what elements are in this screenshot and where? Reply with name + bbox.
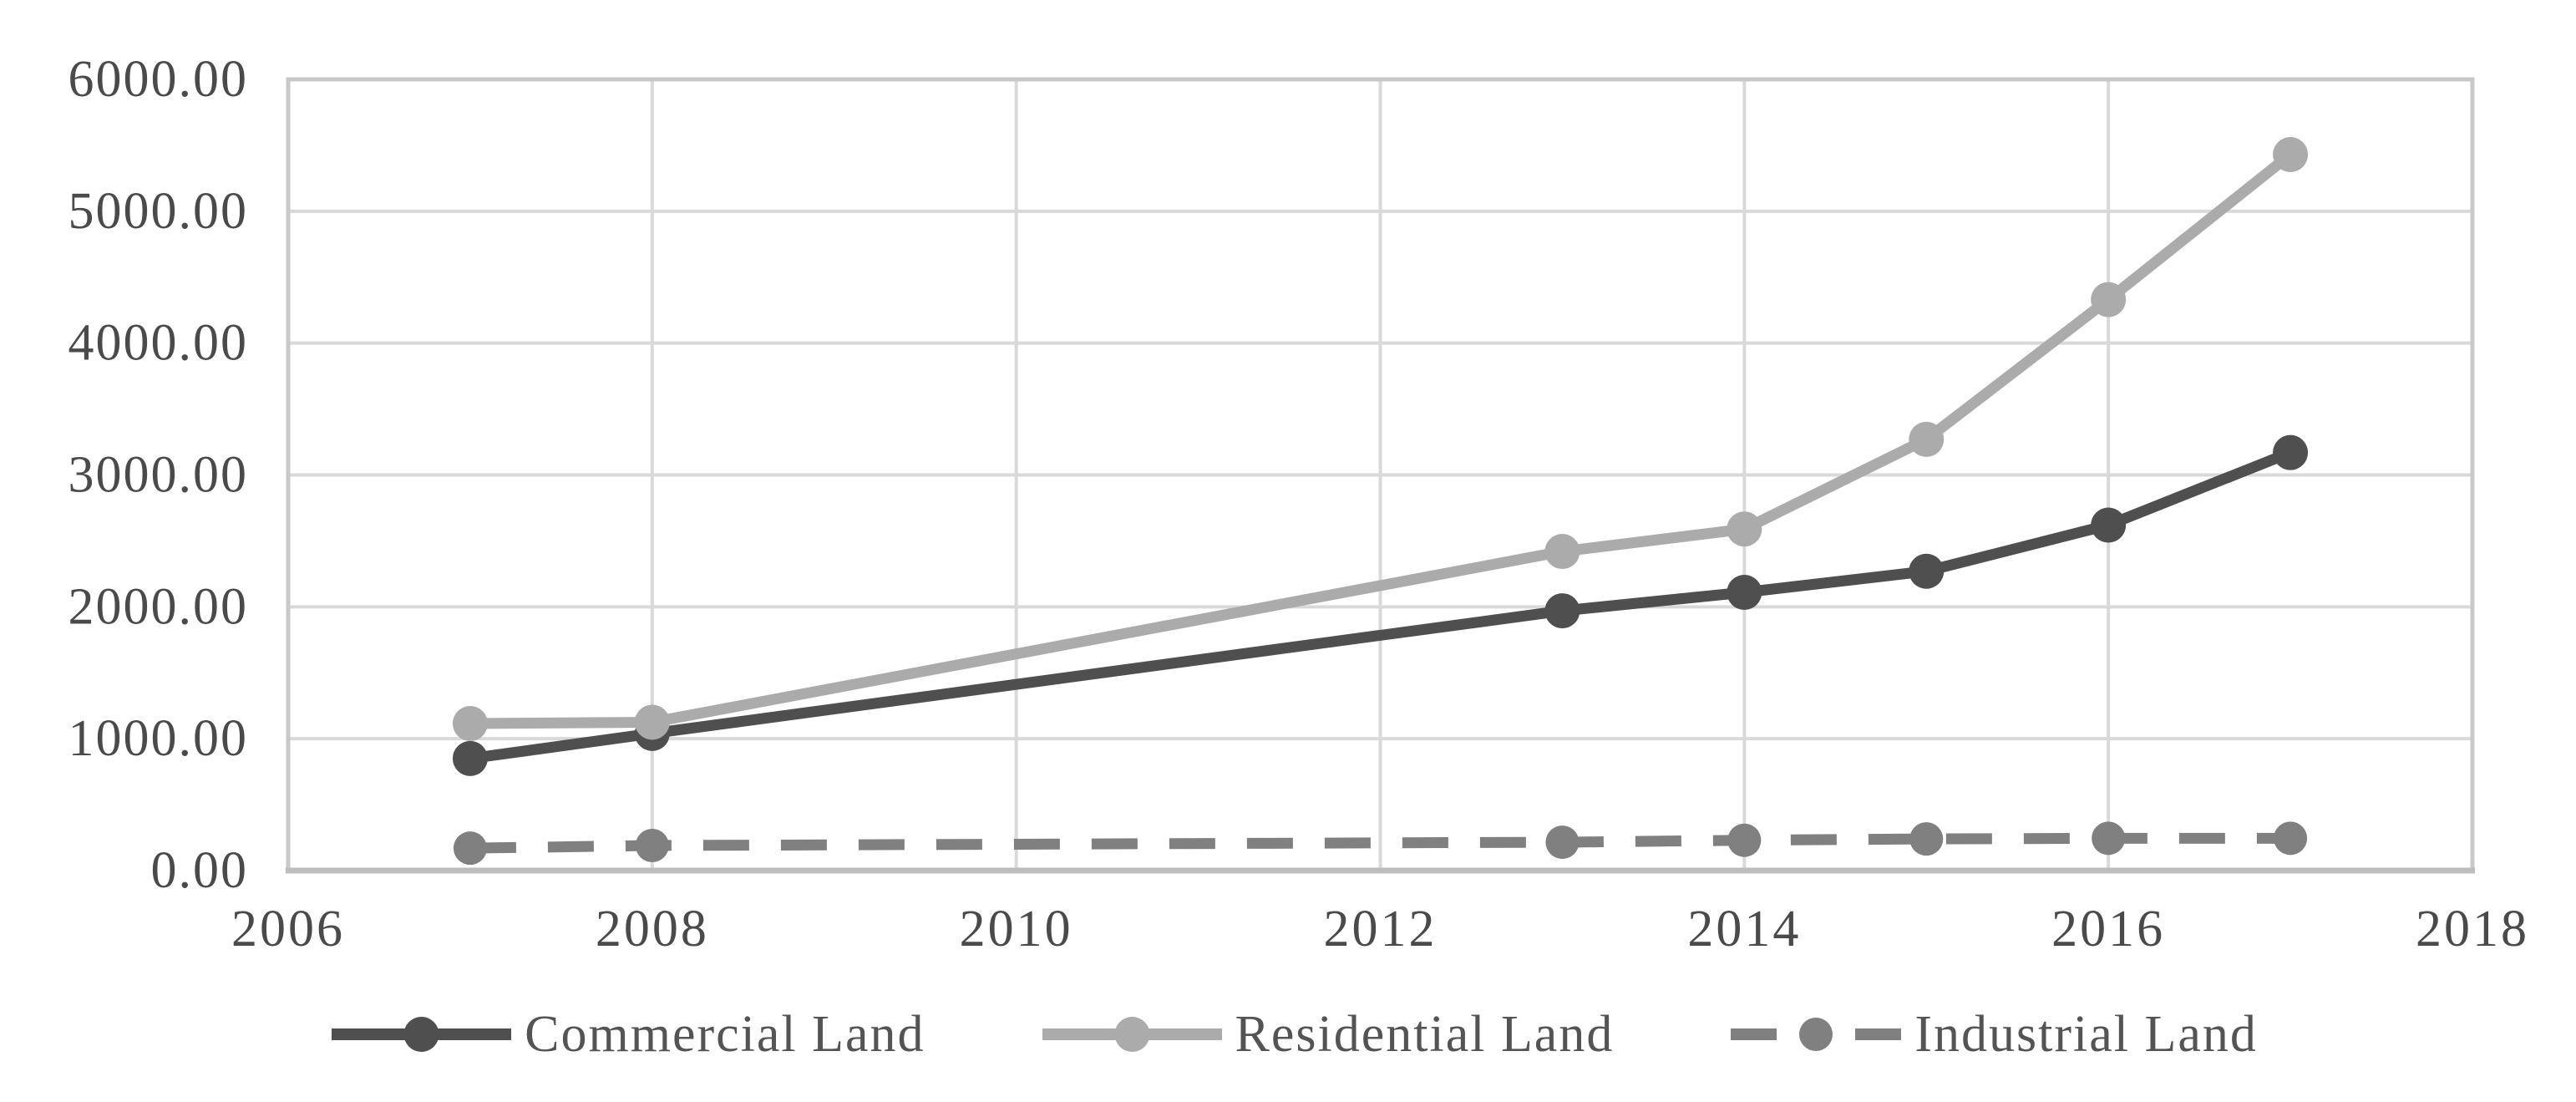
- legend-marker-commercial-land: [332, 1017, 512, 1052]
- data-point-marker-commercial-land: [2091, 507, 2127, 543]
- legend-label-industrial-land: Industrial Land: [1914, 1005, 2258, 1063]
- data-point-marker-residential-land: [2091, 282, 2127, 317]
- data-point-marker-residential-land: [2273, 136, 2309, 172]
- data-point-marker-residential-land: [1544, 534, 1580, 570]
- data-point-marker-commercial-land: [1727, 574, 1762, 610]
- legend-item-industrial-land: Industrial Land: [1731, 1005, 2258, 1064]
- data-point-marker-residential-land: [1909, 421, 1945, 457]
- legend-label-residential-land: Residential Land: [1235, 1005, 1615, 1063]
- chart-legend: Commercial Land Residential Land Industria…: [84, 1001, 2506, 1068]
- data-point-marker-industrial-land: [635, 829, 669, 863]
- y-axis-tick-label: 4000.00: [68, 315, 249, 372]
- data-point-marker-industrial-land: [1545, 825, 1580, 860]
- y-axis-tick-label: 6000.00: [68, 51, 249, 108]
- legend-marker-residential-land: [1042, 1017, 1222, 1052]
- data-point-marker-industrial-land: [1727, 823, 1762, 857]
- legend-marker-industrial-land: [1731, 1018, 1902, 1051]
- y-axis-tick-label: 2000.00: [68, 578, 249, 635]
- data-point-marker-residential-land: [634, 704, 670, 740]
- legend-label-commercial-land: Commercial Land: [525, 1005, 925, 1063]
- x-axis-tick-label: 2012: [1324, 901, 1438, 957]
- data-point-marker-industrial-land: [1909, 822, 1944, 856]
- data-point-marker-industrial-land: [2274, 821, 2308, 856]
- y-axis-tick-label: 1000.00: [68, 710, 249, 767]
- data-point-marker-industrial-land: [453, 831, 487, 866]
- x-axis-tick-label: 2018: [2416, 901, 2529, 957]
- data-point-marker-residential-land: [1727, 511, 1762, 547]
- x-axis-tick-label: 2010: [960, 901, 1073, 957]
- x-axis-tick-label: 2008: [596, 901, 709, 957]
- y-axis-tick-label: 5000.00: [68, 183, 249, 240]
- data-point-marker-residential-land: [452, 706, 488, 742]
- x-axis-tick-label: 2016: [2051, 901, 2165, 957]
- y-axis-tick-label: 3000.00: [68, 447, 249, 504]
- y-axis-tick-label: 0.00: [151, 842, 249, 899]
- data-point-marker-commercial-land: [2273, 434, 2309, 470]
- legend-item-commercial-land: Commercial Land: [332, 1005, 925, 1064]
- data-point-marker-industrial-land: [2092, 821, 2126, 856]
- data-point-marker-commercial-land: [1544, 593, 1580, 629]
- data-point-marker-commercial-land: [1909, 553, 1945, 589]
- data-point-marker-commercial-land: [452, 740, 488, 776]
- legend-item-residential-land: Residential Land: [1042, 1005, 1615, 1064]
- x-axis-tick-label: 2006: [231, 901, 345, 957]
- x-axis-tick-label: 2014: [1687, 901, 1801, 957]
